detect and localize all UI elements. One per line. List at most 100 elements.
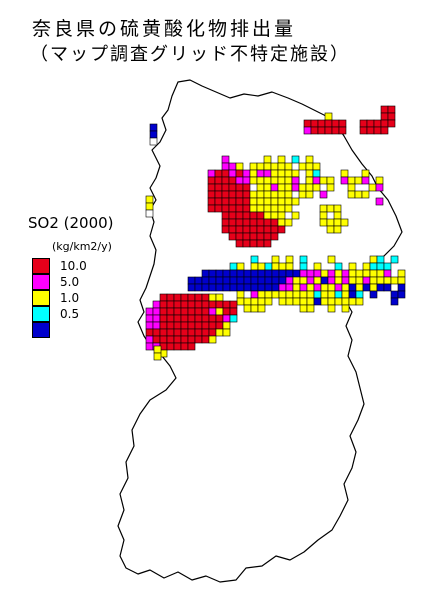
grid-cell [236,276,245,285]
grid-cell [340,176,349,185]
grid-cell [235,225,244,234]
grid-cell [250,290,259,299]
grid-cell [299,290,308,299]
grid-cell [277,169,286,178]
grid-cell [207,183,216,192]
grid-cell [249,169,258,178]
grid-cell [397,269,406,278]
grid-cell [249,211,258,220]
grid-cell [149,130,158,139]
grid-cell [208,314,217,323]
grid-cell [298,162,307,171]
grid-cell [285,269,294,278]
grid-cell [221,176,230,185]
grid-cell [180,328,189,337]
grid-cell [312,162,321,171]
grid-cell [285,290,294,299]
grid-cell [368,183,377,192]
grid-cell [166,321,175,330]
grid-cell [207,190,216,199]
grid-cell [327,276,336,285]
grid-cell [334,290,343,299]
grid-cell [263,169,272,178]
grid-cell [387,119,396,128]
grid-cell [215,283,224,292]
grid-cell [270,204,279,213]
grid-cell [187,283,196,292]
grid-cell [340,169,349,178]
grid-cell [348,262,357,271]
grid-cell [320,269,329,278]
grid-cell [313,269,322,278]
grid-cell [347,190,356,199]
grid-cell [229,314,238,323]
grid-cell [277,225,286,234]
grid-cell [355,297,364,306]
grid-cell [347,183,356,192]
grid-cell [235,197,244,206]
grid-cell [242,204,251,213]
grid-cell [207,197,216,206]
grid-cell [242,176,251,185]
grid-cell [173,335,182,344]
grid-cell [264,297,273,306]
grid-cell [284,204,293,213]
grid-cell [285,255,294,264]
grid-cell [173,321,182,330]
grid-cell [313,283,322,292]
grid-cell [271,276,280,285]
grid-cell [187,307,196,316]
grid-cell [221,225,230,234]
grid-cell [159,293,168,302]
grid-cell [201,300,210,309]
grid-cell [228,232,237,241]
grid-cell [215,300,224,309]
grid-cell [338,126,347,135]
grid-cell [187,276,196,285]
grid-cell [173,307,182,316]
grid-cell [310,126,319,135]
grid-cell [180,342,189,351]
grid-cell [249,218,258,227]
grid-cell [242,239,251,248]
grid-cell [256,204,265,213]
grid-cell [299,283,308,292]
grid-cell [263,211,272,220]
grid-cell [376,269,385,278]
grid-cell [390,297,399,306]
grid-cell [159,335,168,344]
grid-cell [194,300,203,309]
grid-cell [312,183,321,192]
grid-cell [348,290,357,299]
grid-cell [277,204,286,213]
grid-cell [242,225,251,234]
grid-cell [306,304,315,313]
grid-cell [215,269,224,278]
grid-cell [284,162,293,171]
grid-cell [221,190,230,199]
grid-cell [264,276,273,285]
grid-cell [369,276,378,285]
grid-cell [152,300,161,309]
grid-cell [264,262,273,271]
grid-cell [153,345,162,354]
grid-cell [242,232,251,241]
grid-cell [324,126,333,135]
grid-cell [278,283,287,292]
grid-cell [285,283,294,292]
grid-cell [145,307,154,316]
grid-cell [334,269,343,278]
grid-cell [306,269,315,278]
grid-cell [299,269,308,278]
grid-cell [215,328,224,337]
grid-cell [277,162,286,171]
grid-cell [229,269,238,278]
grid-cell [194,293,203,302]
grid-cell [256,218,265,227]
grid-cell [236,283,245,292]
grid-cell [166,328,175,337]
grid-cell [284,176,293,185]
grid-cell [375,176,384,185]
grid-cell [387,112,396,121]
